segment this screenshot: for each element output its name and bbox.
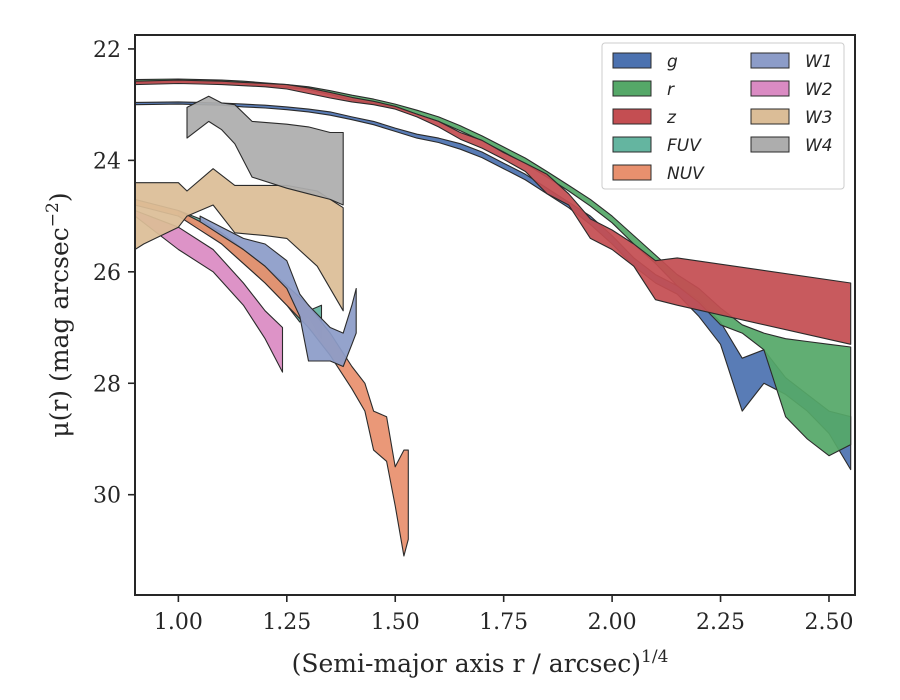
legend-swatch-r	[612, 80, 652, 97]
y-axis-label-main: μ(r) (mag arcsec	[45, 227, 74, 437]
legend-swatch-fuv	[612, 136, 652, 153]
legend: grz FUV NUV W1 W2 W3 W4	[601, 42, 845, 190]
legend-swatch-g	[612, 52, 652, 69]
y-tick-label: 28	[93, 372, 121, 397]
y-ticks: 22 24 26 28 30	[93, 38, 135, 509]
x-axis-label-exponent: 1/4	[641, 647, 668, 667]
legend-label-g: g	[667, 52, 678, 72]
bands-layer	[135, 78, 852, 557]
y-tick-label: 24	[93, 149, 121, 174]
legend-label-z: z	[666, 108, 677, 128]
legend-label-r: r	[667, 80, 675, 100]
band-w1	[199, 215, 357, 368]
legend-swatch-nuv	[612, 164, 652, 181]
legend-label-w4: W4	[805, 136, 833, 156]
x-ticks: 1.00 1.25 1.50 1.75 2.00 2.25 2.50	[154, 595, 853, 635]
x-axis-label-main: (Semi-major axis r / arcsec)	[292, 649, 641, 678]
plot-frame	[134, 34, 856, 596]
x-axis-label: (Semi-major axis r / arcsec)1/4	[292, 647, 669, 678]
y-tick-label: 30	[93, 484, 121, 509]
x-tick-label: 2.00	[588, 610, 637, 635]
y-axis-label: μ(r) (mag arcsec−2)	[43, 192, 74, 437]
x-tick-label: 1.50	[371, 610, 420, 635]
y-tick-label: 22	[93, 38, 121, 63]
legend-label-nuv: NUV	[667, 164, 705, 184]
x-tick-label: 2.50	[804, 610, 853, 635]
x-tick-label: 1.75	[479, 610, 528, 635]
legend-swatch-z	[612, 108, 652, 125]
x-tick-label: 1.00	[154, 610, 203, 635]
band-w4	[186, 95, 344, 206]
x-tick-label: 1.25	[262, 610, 311, 635]
legend-swatch-w1	[750, 52, 790, 69]
legend-items: grz FUV NUV W1 W2 W3 W4	[612, 52, 833, 184]
legend-label-fuv: FUV	[667, 136, 702, 156]
legend-label-w1: W1	[805, 52, 833, 72]
legend-label-w2: W2	[805, 80, 833, 100]
legend-swatch-w3	[750, 108, 790, 125]
y-axis-label-exponent: −2	[43, 202, 63, 227]
legend-swatch-w2	[750, 80, 790, 97]
x-tick-label: 2.25	[696, 610, 745, 635]
legend-swatch-w4	[750, 136, 790, 153]
y-axis-label-end: )	[45, 192, 74, 202]
y-tick-label: 26	[93, 261, 121, 286]
band-z	[135, 79, 852, 345]
band-g	[135, 101, 852, 471]
legend-label-w3: W3	[805, 108, 833, 128]
band-w3	[135, 168, 344, 312]
